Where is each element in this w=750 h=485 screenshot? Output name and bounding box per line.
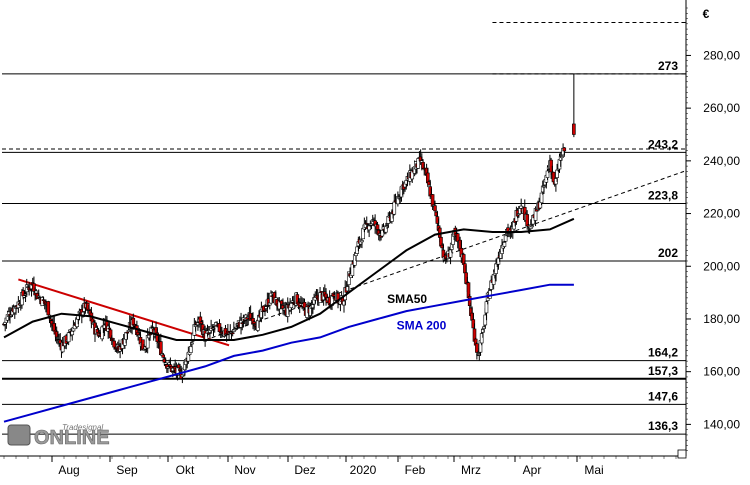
candle-body-104	[126, 329, 131, 332]
x-tick-label-9: Mai	[584, 463, 603, 477]
x-tick-label-3: Nov	[234, 463, 255, 477]
y-tick-label-3: 200,00	[703, 259, 740, 273]
candle-body-25	[32, 283, 36, 292]
candle-body-399	[479, 333, 484, 344]
candle-body-54	[66, 332, 71, 343]
level-label-4: 164,2	[648, 346, 678, 360]
candle-body-71	[87, 308, 91, 311]
candle-body-92	[112, 340, 116, 348]
gap-candle-body	[572, 123, 576, 135]
candle-body-135	[163, 362, 168, 365]
candle-body-156	[188, 346, 193, 353]
horizontal-levels: 273 243,2 223,8 202 164,2 157,3 147,6 136,3	[2, 59, 686, 435]
candle-body-157	[190, 342, 194, 345]
candle-body-91	[111, 338, 115, 340]
dashed-levels	[2, 21, 686, 150]
candle-body-418	[502, 242, 507, 247]
annotation-1: SMA 200	[397, 319, 447, 333]
annotations: SMA50 SMA 200	[387, 292, 446, 332]
candle-body-468	[562, 147, 567, 152]
candle-body-33	[41, 299, 46, 301]
sma-line-1	[3, 283, 574, 423]
y-tick-label-5: 240,00	[703, 154, 740, 168]
y-tick-label-7: 280,00	[703, 48, 740, 62]
candle-body-37	[46, 301, 51, 316]
level-label-2: 223,8	[648, 189, 678, 203]
y-tick-label-4: 220,00	[703, 207, 740, 221]
candle-body-389	[467, 296, 472, 307]
sma-line-0	[3, 217, 575, 341]
candle-body-432	[519, 205, 523, 209]
resize-corner	[677, 449, 687, 459]
x-tick-label-8: Apr	[523, 463, 542, 477]
candle-body-133	[161, 354, 166, 358]
level-label-1: 243,2	[648, 137, 678, 151]
candle-body-299	[360, 240, 364, 243]
candle-body-316	[380, 230, 385, 237]
x-tick-label-0: Aug	[58, 463, 79, 477]
candle-body-39	[48, 318, 53, 321]
candle-body-454	[545, 170, 550, 178]
x-tick-label-2: Okt	[176, 463, 195, 477]
candle-body-373	[448, 249, 453, 258]
candle-body-27	[34, 290, 39, 294]
logo-subtext: Tradesignal	[62, 423, 103, 432]
candle-body-312	[375, 224, 380, 230]
y-tick-label-1: 160,00	[703, 365, 740, 379]
candle-body-419	[503, 235, 508, 242]
candle-body-358	[430, 194, 435, 207]
candle-body-403	[484, 301, 489, 314]
y-tick-label-0: 140,00	[703, 417, 740, 431]
x-tick-label-5: 2020	[350, 463, 377, 477]
candle-body-218	[263, 310, 267, 312]
candle-body-160	[193, 324, 198, 327]
logo-o-shape	[7, 424, 31, 446]
currency-label: €	[703, 7, 710, 21]
candle-body-240	[289, 303, 294, 309]
candle-body-395	[475, 343, 479, 353]
moving-averages	[3, 217, 575, 423]
x-tick-label-6: Feb	[405, 463, 426, 477]
axes: €140,00 160,00 180,00 200,00 220,00 240,00 260…	[0, 0, 740, 477]
candle-body-209	[252, 321, 257, 324]
x-tick-label-4: Dez	[294, 463, 315, 477]
level-label-3: 202	[658, 246, 678, 260]
level-label-0: 273	[658, 59, 678, 73]
candle-body-406	[488, 290, 492, 299]
annotation-0: SMA50	[387, 292, 427, 306]
level-label-7: 136,3	[648, 419, 678, 433]
candle-body-401	[482, 326, 486, 329]
candle-body-103	[125, 331, 130, 334]
x-tick-label-1: Sep	[116, 463, 138, 477]
candle-body-441	[530, 225, 534, 228]
candle-body-449	[539, 192, 544, 204]
candle-body-89	[108, 329, 113, 339]
logo-text: ONLINE	[34, 427, 110, 449]
candle-body-251	[302, 302, 307, 308]
candle-body-122	[148, 333, 152, 336]
x-tick-label-7: Mrz	[461, 463, 481, 477]
y-tick-label-2: 180,00	[703, 312, 740, 326]
candle-body-444	[533, 208, 538, 221]
candle-body-88	[107, 327, 112, 330]
candle-body-360	[433, 205, 437, 212]
candle-body-326	[392, 201, 397, 215]
y-tick-label-6: 260,00	[703, 101, 740, 115]
candle-body-305	[367, 225, 371, 231]
candle-body-288	[346, 271, 351, 285]
candle-body-191	[230, 332, 235, 335]
candle-body-466	[560, 156, 564, 159]
candle-body-451	[542, 185, 546, 188]
level-label-5: 157,3	[648, 364, 678, 378]
level-label-6: 147,6	[648, 389, 678, 403]
